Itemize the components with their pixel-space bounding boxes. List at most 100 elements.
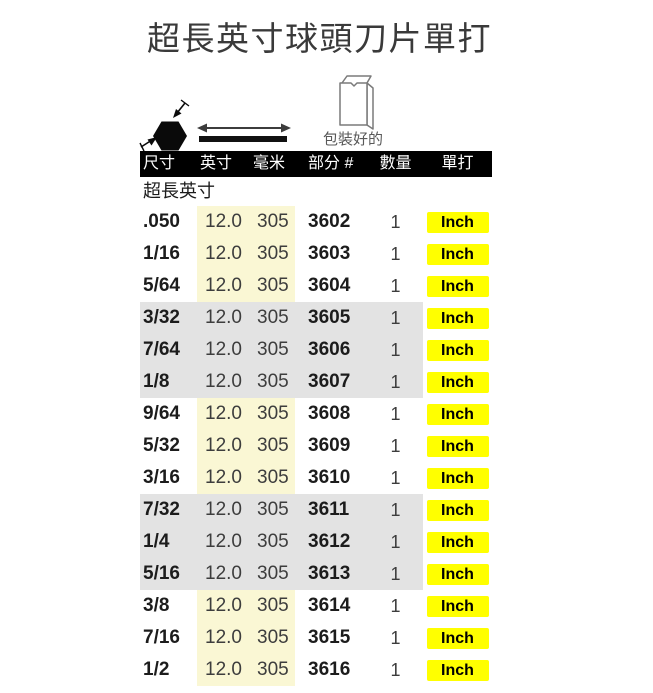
unit-inch-button[interactable]: Inch	[426, 371, 489, 393]
row-unit-cell: Inch	[423, 366, 492, 398]
row-part-number: 3613	[295, 558, 368, 590]
unit-inch-button[interactable]: Inch	[426, 211, 489, 233]
table-row: 3/16 12.0 305 3610 1 Inch	[140, 462, 492, 494]
row-size: 5/16	[140, 558, 197, 590]
row-size: 7/32	[140, 494, 197, 526]
table-row: 5/16 12.0 305 3613 1 Inch	[140, 558, 492, 590]
row-unit-cell: Inch	[423, 238, 492, 270]
row-quantity: 1	[390, 276, 401, 296]
row-size: 3/8	[143, 595, 170, 616]
hexagon-size-icon	[139, 99, 190, 152]
row-mm-value: 305	[247, 494, 295, 526]
row-size: 5/64	[143, 275, 180, 296]
row-part-number: 3608	[308, 403, 351, 424]
row-part-number: 3603	[308, 243, 351, 264]
unit-inch-button[interactable]: Inch	[426, 339, 489, 361]
row-size: 5/32	[143, 435, 180, 456]
row-part-number: 3610	[308, 467, 351, 488]
header-quantity: 數量	[379, 155, 412, 172]
unit-inch-button[interactable]: Inch	[426, 627, 489, 649]
row-part-number: 3605	[295, 302, 368, 334]
unit-inch-button[interactable]: Inch	[426, 275, 489, 297]
row-quantity: 1	[390, 244, 401, 264]
row-inch-value: 12.0	[197, 558, 247, 590]
unit-inch-button[interactable]: Inch	[426, 563, 489, 585]
row-mm-value: 305	[247, 238, 295, 270]
table-row: .050 12.0 305 3602 1 Inch	[140, 206, 492, 238]
package-caption: 包裝好的	[322, 131, 383, 148]
row-size: 1/4	[140, 526, 197, 558]
row-inch-value: 12.0	[197, 430, 247, 462]
row-unit-cell: Inch	[423, 558, 492, 590]
row-quantity: 1	[368, 526, 423, 558]
row-inch-value: 12.0	[197, 494, 247, 526]
row-part-number: 3614	[308, 595, 351, 616]
table-row: 1/4 12.0 305 3612 1 Inch	[140, 526, 492, 558]
row-part-number: 3602	[308, 211, 351, 232]
row-quantity: 1	[368, 334, 423, 366]
unit-inch-button[interactable]: Inch	[426, 659, 489, 681]
unit-inch-button[interactable]: Inch	[426, 531, 489, 553]
row-mm-value: 305	[247, 462, 295, 494]
package-bag-icon	[339, 75, 374, 130]
row-part-number: 3612	[295, 526, 368, 558]
table-row: 3/8 12.0 305 3614 1 Inch	[140, 590, 492, 622]
table-row: 1/8 12.0 305 3607 1 Inch	[140, 366, 492, 398]
unit-inch-button[interactable]: Inch	[426, 403, 489, 425]
row-size: 3/32	[140, 302, 197, 334]
unit-inch-button[interactable]: Inch	[426, 307, 489, 329]
row-mm-value: 305	[247, 270, 295, 302]
row-quantity: 1	[368, 558, 423, 590]
header-unit: 單打	[441, 155, 474, 172]
row-quantity: 1	[390, 468, 401, 488]
unit-inch-button[interactable]: Inch	[426, 595, 489, 617]
row-inch-value: 12.0	[197, 238, 247, 270]
row-part-number: 3615	[308, 627, 351, 648]
table-row: 7/32 12.0 305 3611 1 Inch	[140, 494, 492, 526]
row-mm-value: 305	[247, 590, 295, 622]
row-inch-value: 12.0	[197, 590, 247, 622]
row-part-number: 3609	[308, 435, 351, 456]
table-row: 7/16 12.0 305 3615 1 Inch	[140, 622, 492, 654]
row-unit-cell: Inch	[423, 430, 492, 462]
header-size: 尺寸	[143, 155, 176, 172]
row-quantity: 1	[368, 494, 423, 526]
row-quantity: 1	[390, 212, 401, 232]
header-part-number: 部分 #	[308, 155, 354, 172]
row-quantity: 1	[390, 436, 401, 456]
row-mm-value: 305	[247, 526, 295, 558]
row-mm-value: 305	[247, 430, 295, 462]
table-row: 9/64 12.0 305 3608 1 Inch	[140, 398, 492, 430]
table-header-row: 尺寸 英寸 毫米 部分 # 數量 單打	[140, 151, 492, 177]
row-size: 9/64	[143, 403, 180, 424]
unit-inch-button[interactable]: Inch	[426, 243, 489, 265]
row-part-number: 3616	[308, 659, 351, 680]
row-mm-value: 305	[247, 302, 295, 334]
row-mm-value: 305	[247, 654, 295, 686]
unit-inch-button[interactable]: Inch	[426, 435, 489, 457]
row-size: .050	[143, 211, 180, 232]
row-size: 7/64	[140, 334, 197, 366]
row-size: 1/16	[143, 243, 180, 264]
row-mm-value: 305	[247, 398, 295, 430]
unit-inch-button[interactable]: Inch	[426, 467, 489, 489]
row-unit-cell: Inch	[423, 334, 492, 366]
row-inch-value: 12.0	[197, 398, 247, 430]
unit-inch-button[interactable]: Inch	[426, 499, 489, 521]
row-size: 1/8	[140, 366, 197, 398]
row-unit-cell: Inch	[423, 206, 492, 238]
row-inch-value: 12.0	[197, 334, 247, 366]
row-part-number: 3611	[295, 494, 368, 526]
header-mm: 毫米	[253, 155, 286, 172]
row-inch-value: 12.0	[197, 654, 247, 686]
row-inch-value: 12.0	[197, 622, 247, 654]
table-row: 5/32 12.0 305 3609 1 Inch	[140, 430, 492, 462]
table-row: 1/16 12.0 305 3603 1 Inch	[140, 238, 492, 270]
row-mm-value: 305	[247, 366, 295, 398]
row-quantity: 1	[368, 366, 423, 398]
row-part-number: 3606	[295, 334, 368, 366]
page-title: 超長英寸球頭刀片單打	[147, 20, 492, 57]
row-mm-value: 305	[247, 558, 295, 590]
row-unit-cell: Inch	[423, 398, 492, 430]
